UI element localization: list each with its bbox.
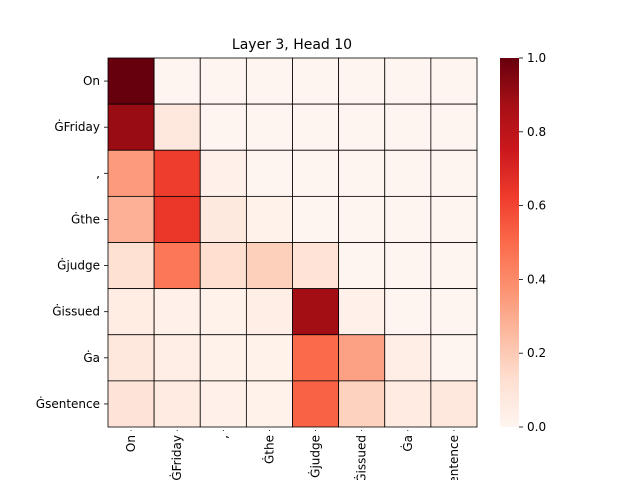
chart-title: Layer 3, Head 10 <box>232 37 352 53</box>
heatmap-cell <box>107 57 155 105</box>
column-tick-labels: On ĠFriday, Ġthe Ġjudge Ġissued Ġa Ġsentence <box>124 430 461 480</box>
heatmap-cell <box>292 242 340 290</box>
heatmap-cell <box>245 103 293 151</box>
heatmap-cell <box>292 57 340 105</box>
heatmap-cell <box>245 380 293 428</box>
colorbar-tick-label: 0.8 <box>527 125 546 139</box>
heatmap-cell <box>292 195 340 243</box>
column-tick-label: Ġissued <box>353 435 369 480</box>
heatmap-cell <box>245 288 293 336</box>
heatmap-cell <box>153 288 201 336</box>
heatmap-cell <box>292 103 340 151</box>
heatmap-cell <box>199 334 247 382</box>
heatmap-cell <box>430 195 478 243</box>
heatmap-cell <box>338 103 386 151</box>
heatmap-cell <box>430 242 478 290</box>
heatmap-cell <box>430 149 478 197</box>
heatmap-cell <box>107 103 155 151</box>
heatmap-cell <box>384 288 432 336</box>
heatmap-cell <box>245 149 293 197</box>
heatmap-cell <box>199 149 247 197</box>
heatmap-cell <box>107 242 155 290</box>
heatmap-cell <box>153 334 201 382</box>
heatmap-cell <box>107 149 155 197</box>
row-tick-label: , <box>96 166 100 180</box>
heatmap-cell <box>384 380 432 428</box>
heatmap-cell <box>292 380 340 428</box>
heatmap-cell <box>153 242 201 290</box>
colorbar: 0.0 0.2 0.4 0.6 0.8 1.0 <box>500 51 546 434</box>
heatmap-cell <box>384 149 432 197</box>
row-tick-label: Ġa <box>83 349 100 365</box>
column-tick-label: , <box>216 435 230 439</box>
heatmap-cell <box>199 380 247 428</box>
heatmap-cell <box>292 288 340 336</box>
heatmap-cell <box>430 334 478 382</box>
colorbar-tick-label: 0.4 <box>527 272 546 286</box>
colorbar-tick-label: 0.2 <box>527 346 546 360</box>
row-tick-label: Ġsentence <box>36 395 100 411</box>
column-tick-label: Ġthe <box>260 435 276 464</box>
heatmap-cell <box>153 57 201 105</box>
heatmap-cell <box>245 334 293 382</box>
heatmap-cell <box>199 103 247 151</box>
column-tick-label: On <box>124 435 138 452</box>
colorbar-tick-label: 0.0 <box>527 420 546 434</box>
heatmap-cell <box>107 195 155 243</box>
row-tick-label: Ġjudge <box>57 257 100 273</box>
heatmap-cell <box>292 149 340 197</box>
heatmap-cell <box>338 334 386 382</box>
column-tick-label: Ġa <box>399 435 415 452</box>
heatmap-cell <box>430 380 478 428</box>
column-tick-label: Ġsentence <box>445 435 461 480</box>
colorbar-tick-label: 1.0 <box>527 51 546 65</box>
heatmap-cell <box>199 242 247 290</box>
heatmap-cell <box>338 288 386 336</box>
heatmap-cell <box>338 380 386 428</box>
column-tick-label: Ġjudge <box>307 435 323 478</box>
heatmap-cell <box>153 195 201 243</box>
heatmap-cell <box>245 242 293 290</box>
heatmap-cell <box>107 380 155 428</box>
row-tick-label: On <box>83 74 100 88</box>
heatmap-cell <box>384 103 432 151</box>
row-tick-label: ĠFriday <box>54 118 100 134</box>
heatmap-cell <box>384 195 432 243</box>
heatmap-cell <box>245 57 293 105</box>
heatmap-cell <box>153 380 201 428</box>
heatmap-cell <box>430 57 478 105</box>
heatmap-cell <box>338 57 386 105</box>
heatmap-cells <box>107 57 478 428</box>
row-tick-labels: On ĠFriday, Ġthe Ġjudge Ġissued Ġa Ġsentence <box>36 74 108 411</box>
heatmap-cell <box>384 242 432 290</box>
heatmap-cell <box>292 334 340 382</box>
colorbar-tick-label: 0.6 <box>527 199 546 213</box>
heatmap-cell <box>107 334 155 382</box>
heatmap-cell <box>338 242 386 290</box>
heatmap-cell <box>430 103 478 151</box>
heatmap-cell <box>384 334 432 382</box>
heatmap-cell <box>153 103 201 151</box>
heatmap-cell <box>338 195 386 243</box>
heatmap-cell <box>107 288 155 336</box>
heatmap-cell <box>430 288 478 336</box>
heatmap-cell <box>338 149 386 197</box>
heatmap-cell <box>199 195 247 243</box>
colorbar-gradient <box>500 58 519 427</box>
heatmap-cell <box>199 288 247 336</box>
row-tick-label: Ġthe <box>71 210 100 226</box>
row-tick-label: Ġissued <box>52 303 100 319</box>
column-tick-label: ĠFriday <box>168 435 184 480</box>
heatmap-cell <box>199 57 247 105</box>
heatmap-cell <box>384 57 432 105</box>
heatmap-cell <box>153 149 201 197</box>
heatmap-cell <box>245 195 293 243</box>
